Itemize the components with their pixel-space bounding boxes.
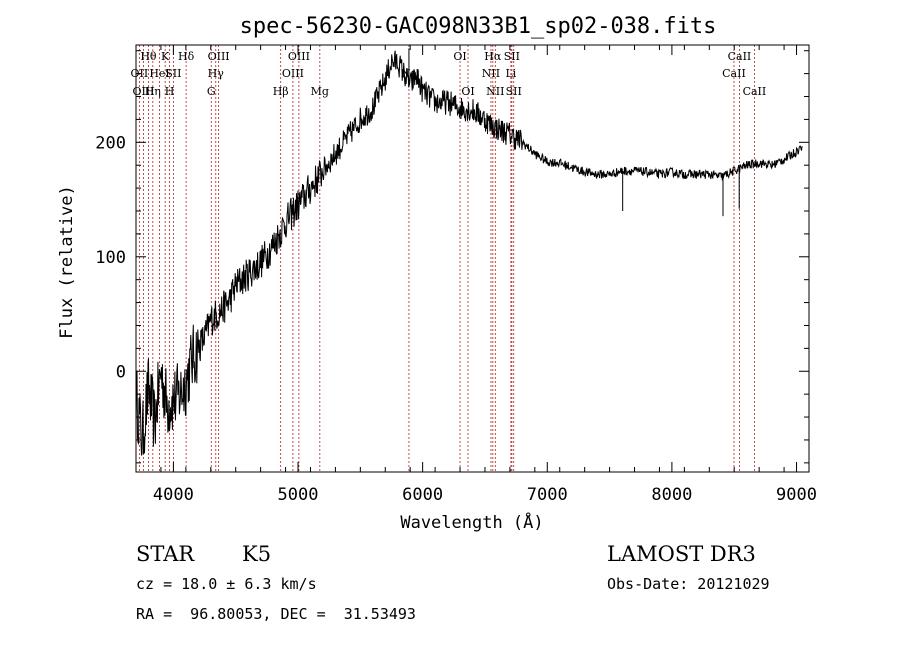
line-label-11: OIII bbox=[208, 50, 230, 63]
line-label-9: G bbox=[207, 85, 216, 98]
object-subclass: K5 bbox=[242, 542, 271, 566]
redshift-velocity: cz = 18.0 ± 6.3 km/s bbox=[136, 575, 317, 593]
spectrum-line bbox=[135, 50, 803, 456]
line-label-24: SII bbox=[506, 85, 522, 98]
line-label-15: Mg bbox=[311, 85, 329, 98]
line-label-2: Hθ bbox=[140, 50, 157, 63]
x-tick-label-5: 9000 bbox=[776, 485, 817, 505]
object-class: STAR bbox=[136, 542, 195, 566]
y-axis: 0 100 200 bbox=[95, 50, 809, 464]
line-label-12: Hβ bbox=[273, 85, 289, 98]
line-label-3: Hη bbox=[145, 85, 161, 98]
chart-title: spec-56230-GAC098N33B1_sp02-038.fits bbox=[240, 14, 717, 39]
line-label-6: H bbox=[165, 85, 175, 98]
line-label-10: Hγ bbox=[208, 67, 225, 80]
line-label-21: NII bbox=[486, 85, 504, 98]
x-tick-label-0: 4000 bbox=[153, 485, 194, 505]
plot-frame bbox=[135, 44, 810, 473]
x-tick-label-2: 6000 bbox=[402, 485, 443, 505]
y-tick-label-1: 100 bbox=[95, 248, 126, 268]
line-label-4: HeI bbox=[149, 67, 169, 80]
y-tick-label-0: 0 bbox=[116, 362, 126, 382]
line-label-22: Li bbox=[505, 67, 516, 80]
coordinates: RA = 96.80053, DEC = 31.53493 bbox=[136, 605, 416, 623]
spectrum-features bbox=[408, 48, 740, 217]
x-tick-label-4: 8000 bbox=[651, 485, 692, 505]
y-axis-label: Flux (relative) bbox=[57, 185, 77, 339]
line-label-5: K bbox=[161, 50, 170, 63]
emission-line-labels: OIIOIIIHθHηHeIKHSIIHδGHγOIIIHβOIIIOIIIMg… bbox=[131, 50, 767, 98]
line-label-23: SII bbox=[504, 50, 520, 63]
line-label-8: Hδ bbox=[178, 50, 195, 63]
observation-date: Obs-Date: 20121029 bbox=[607, 575, 770, 593]
line-label-13: OIII bbox=[282, 67, 304, 80]
line-label-17: OI bbox=[453, 50, 466, 63]
line-label-20: Hα bbox=[484, 50, 502, 63]
line-label-1: OIII bbox=[132, 85, 154, 98]
y-tick-label-2: 200 bbox=[95, 133, 126, 153]
line-label-26: CaII bbox=[728, 50, 752, 63]
line-label-27: CaII bbox=[743, 85, 767, 98]
line-label-18: OI bbox=[461, 85, 474, 98]
x-tick-label-3: 7000 bbox=[527, 485, 568, 505]
line-label-7: SII bbox=[165, 67, 181, 80]
line-label-19: NII bbox=[482, 67, 500, 80]
emission-line-guides bbox=[138, 45, 755, 472]
x-axis-label: Wavelength (Å) bbox=[400, 511, 543, 533]
x-axis: 4000 5000 6000 7000 8000 9000 bbox=[135, 45, 817, 505]
line-label-14: OIII bbox=[288, 50, 310, 63]
line-label-25: CaII bbox=[722, 67, 746, 80]
x-tick-label-1: 5000 bbox=[278, 485, 319, 505]
survey-name: LAMOST DR3 bbox=[607, 542, 756, 566]
